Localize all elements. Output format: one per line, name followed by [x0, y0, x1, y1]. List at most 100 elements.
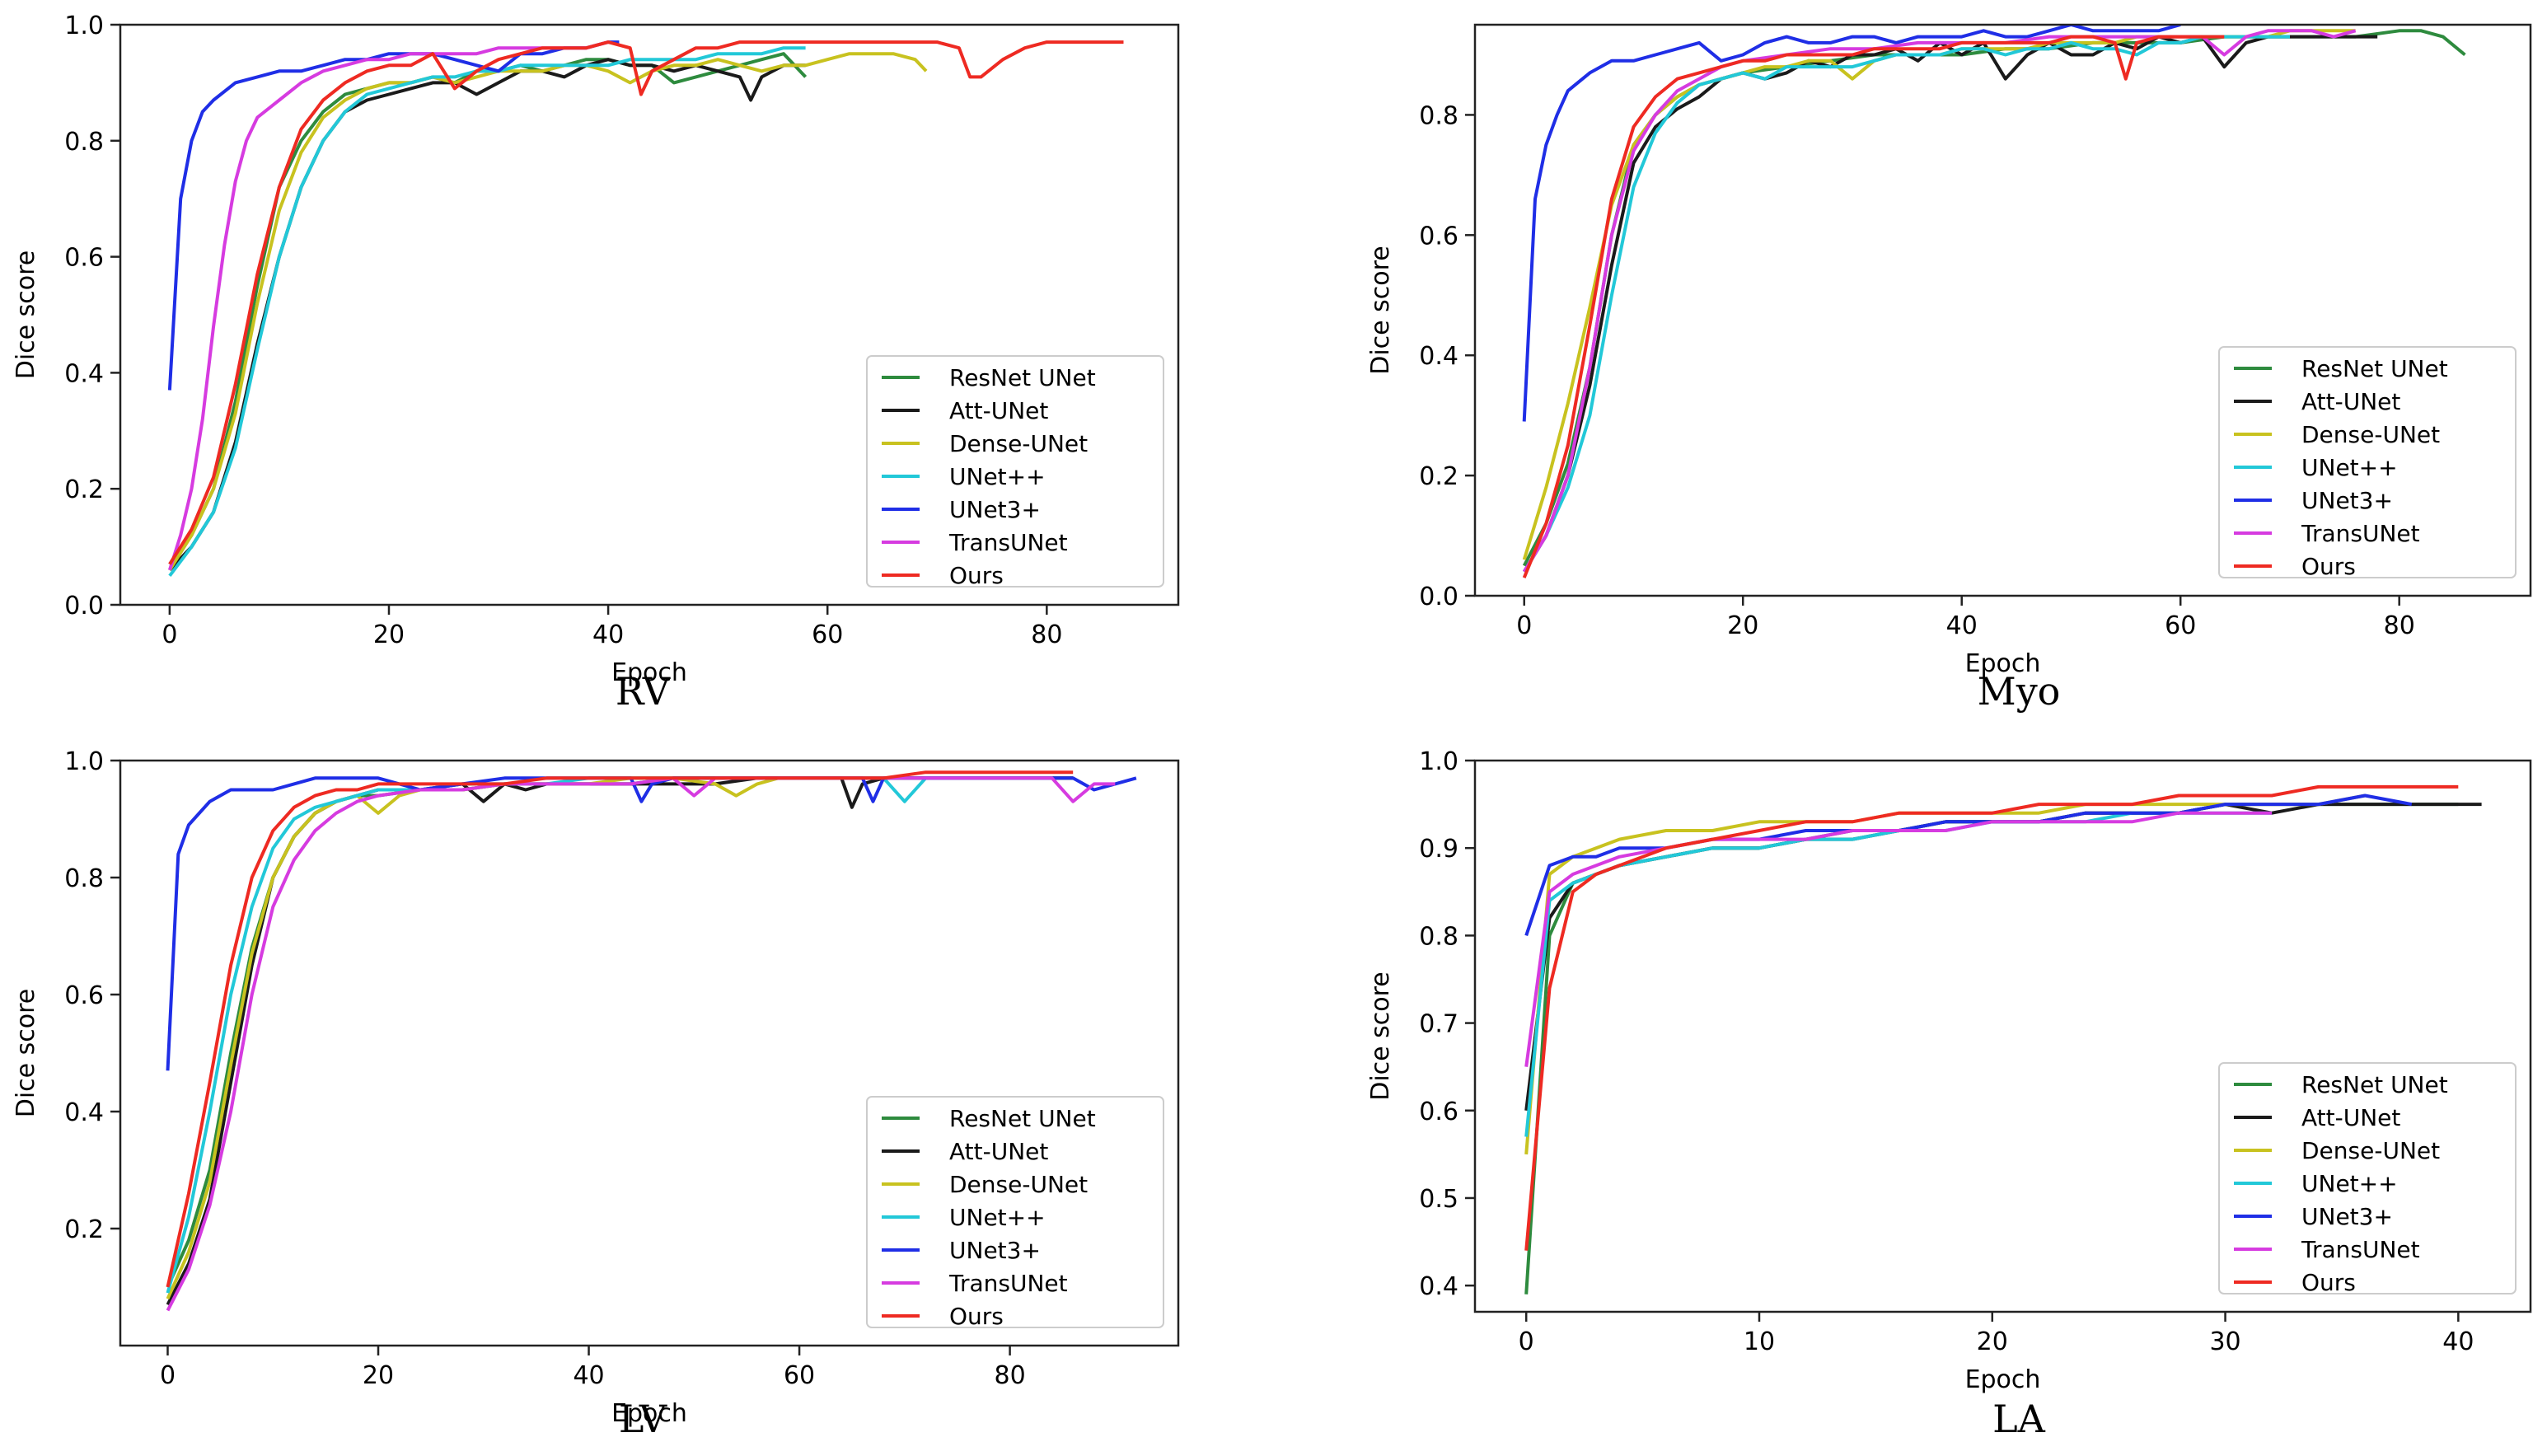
- x-tick-label: 40: [592, 620, 624, 649]
- series-line-ours: [1524, 784, 2459, 1251]
- x-tick-label: 80: [994, 1361, 1025, 1390]
- y-tick-label: 0.8: [1419, 101, 1458, 130]
- x-tick-label: 40: [2442, 1327, 2474, 1356]
- series-line-dense-unet: [168, 52, 928, 571]
- series-line-ours: [1522, 35, 2225, 578]
- plot-frame: [119, 23, 1180, 606]
- series-group: [1524, 784, 2482, 1294]
- y-tick-label: 0.6: [1419, 1098, 1458, 1126]
- chart-myo-svg: 0 20 40 60 80 0.0 0.2 0.4 0.6 0.8 Epoch Dice score R…: [1366, 23, 2532, 678]
- legend-label: TransUNet: [2301, 520, 2420, 547]
- legend-box: [2218, 1062, 2517, 1294]
- legend: ResNet UNet Att-UNet Dense-UNet UNet++ UNet3…: [2218, 1062, 2517, 1296]
- legend-label: Ours: [949, 1303, 1004, 1330]
- y-axis-label: Dice score: [12, 250, 40, 380]
- legend-label: ResNet UNet: [2301, 1071, 2448, 1098]
- x-axis-label: Epoch: [1965, 1365, 2041, 1394]
- legend-label: ResNet UNet: [2301, 355, 2448, 382]
- legend-label: Dense-UNet: [949, 430, 1088, 457]
- legend-label: Att-UNet: [2301, 1104, 2400, 1131]
- y-axis-label: Dice score: [12, 989, 40, 1118]
- series-line-transunet: [167, 40, 609, 571]
- y-tick-label: 0.4: [64, 359, 104, 388]
- legend-label: Att-UNet: [2301, 388, 2400, 415]
- y-tick-label: 0.2: [1419, 462, 1458, 491]
- plot-frame: [1473, 23, 2532, 597]
- series-group: [167, 40, 1124, 578]
- x-tick-label: 80: [1031, 620, 1062, 649]
- legend-box: [866, 1096, 1164, 1328]
- chart-title-lv: LV: [618, 1397, 667, 1441]
- series-line-unet-: [168, 46, 806, 578]
- chart-lv: 0 20 40 60 80 0.2 0.4 0.6 0.8 1.0 Epoch Dice score R…: [0, 726, 1273, 1453]
- series-line-unet3-: [1524, 794, 2413, 937]
- x-tick-label: 30: [2209, 1327, 2240, 1356]
- legend-label: UNet3+: [949, 1237, 1041, 1264]
- legend: ResNet UNet Att-UNet Dense-UNet UNet++ UNet3…: [866, 1096, 1164, 1330]
- legend-label: Ours: [949, 562, 1004, 589]
- chart-rv-svg: 0 20 40 60 80 0.0 0.2 0.4 0.6 0.8 1.0 Epoch Dice sco…: [12, 12, 1180, 687]
- plot-frame: [1473, 759, 2532, 1313]
- y-tick-label: 0.4: [64, 1098, 104, 1127]
- y-tick-label: 1.0: [1419, 747, 1458, 776]
- series-group: [166, 770, 1137, 1312]
- x-tick-label: 40: [573, 1361, 604, 1390]
- y-tick-label: 0.0: [64, 592, 104, 620]
- series-line-ours: [166, 770, 1074, 1288]
- y-tick-label: 1.0: [64, 12, 104, 40]
- legend-label: UNet3+: [949, 496, 1041, 523]
- x-tick-label: 0: [162, 620, 177, 649]
- legend-label: ResNet UNet: [949, 364, 1096, 391]
- chart-la-svg: 0 10 20 30 40 0.4 0.5 0.6 0.7 0.8 0.9 1.0 Epoch Dice …: [1366, 747, 2532, 1394]
- x-tick-label: 60: [784, 1361, 815, 1390]
- legend-label: Dense-UNet: [949, 1171, 1088, 1198]
- y-tick-label: 1.0: [64, 747, 104, 776]
- chart-title-myo: Myo: [1977, 669, 2061, 714]
- legend-box: [866, 355, 1164, 588]
- chart-rv: 0 20 40 60 80 0.0 0.2 0.4 0.6 0.8 1.0 Epoch Dice sco…: [0, 0, 1273, 726]
- chart-title-la: LA: [1992, 1397, 2045, 1441]
- x-axis-label: Epoch: [1965, 649, 2041, 678]
- y-tick-label: 0.2: [64, 1215, 104, 1244]
- plot-frame: [119, 759, 1180, 1347]
- legend-label: TransUNet: [948, 529, 1068, 556]
- y-tick-label: 0.7: [1419, 1010, 1458, 1039]
- x-tick-label: 20: [373, 620, 405, 649]
- x-tick-label: 0: [1516, 611, 1532, 640]
- x-tick-label: 0: [160, 1361, 176, 1390]
- legend-label: TransUNet: [948, 1270, 1068, 1297]
- y-tick-label: 0.4: [1419, 342, 1458, 371]
- series-line-unet3-: [1522, 26, 2181, 422]
- x-tick-label: 20: [1977, 1327, 2008, 1356]
- series-line-unet-: [1524, 811, 2273, 1137]
- series-line-ours: [168, 40, 1124, 565]
- legend-label: Ours: [2301, 553, 2356, 580]
- x-tick-label: 60: [812, 620, 843, 649]
- y-tick-label: 0.8: [64, 864, 104, 893]
- legend-label: Ours: [2301, 1269, 2356, 1296]
- x-tick-label: 20: [363, 1361, 394, 1390]
- series-line-transunet: [1522, 29, 2357, 573]
- y-tick-label: 0.4: [1419, 1272, 1458, 1301]
- x-tick-label: 80: [2384, 611, 2415, 640]
- legend-label: Dense-UNet: [2301, 421, 2440, 448]
- chart-title-rv: RV: [615, 669, 671, 714]
- legend-label: UNet++: [2301, 1170, 2398, 1197]
- legend-label: UNet3+: [2301, 487, 2393, 514]
- series-line-transunet: [166, 776, 1116, 1312]
- x-tick-label: 10: [1744, 1327, 1775, 1356]
- chart-myo: 0 20 40 60 80 0.0 0.2 0.4 0.6 0.8 Epoch Dice score R…: [1273, 0, 2547, 726]
- legend: ResNet UNet Att-UNet Dense-UNet UNet++ UNet3…: [866, 355, 1164, 589]
- series-line-unet-: [1522, 35, 2290, 573]
- legend-label: Att-UNet: [949, 397, 1048, 424]
- legend-label: Dense-UNet: [2301, 1137, 2440, 1164]
- chart-la: 0 10 20 30 40 0.4 0.5 0.6 0.7 0.8 0.9 1.0 Epoch Dice …: [1273, 726, 2547, 1453]
- y-tick-label: 0.6: [64, 244, 104, 273]
- legend-label: UNet3+: [2301, 1203, 2393, 1230]
- legend-box: [2218, 346, 2517, 578]
- x-axis-label: Epoch: [611, 658, 687, 687]
- x-tick-label: 40: [1946, 611, 1978, 640]
- y-tick-label: 0.5: [1419, 1185, 1458, 1214]
- y-tick-label: 0.8: [64, 128, 104, 157]
- x-tick-label: 20: [1727, 611, 1758, 640]
